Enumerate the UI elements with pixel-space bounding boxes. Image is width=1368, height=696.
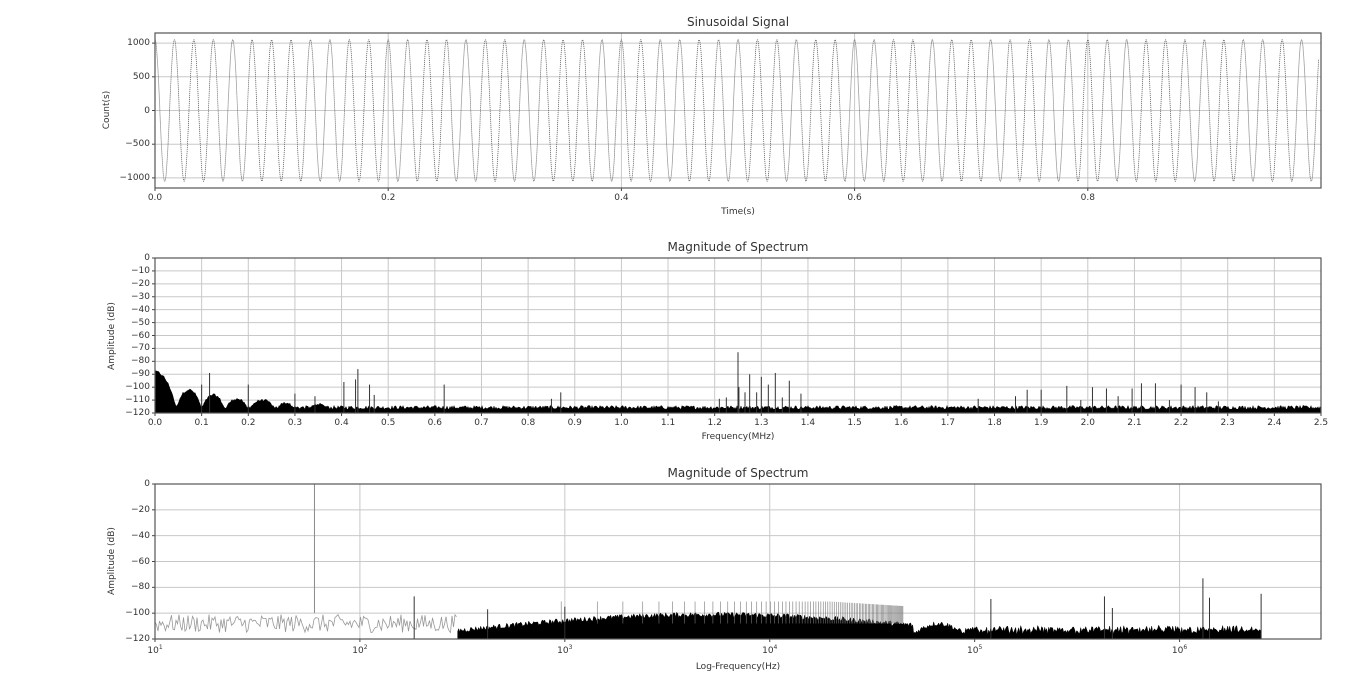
x-tick-label: 2.2: [1173, 418, 1189, 428]
x-tick-label: 104: [762, 644, 778, 656]
x-tick-label: 1.2: [707, 418, 722, 428]
linspec-frame: [154, 257, 1322, 414]
y-tick-label: −1000: [119, 172, 150, 183]
time-chart-ylabel: Count(s): [102, 90, 112, 130]
sinusoid-line: [154, 39, 1320, 183]
x-tick-label: 106: [1171, 644, 1188, 656]
x-tick-label: 0.2: [381, 193, 396, 203]
x-tick-label: 0.0: [147, 418, 163, 428]
y-tick-label: −60: [131, 330, 150, 341]
x-tick-label: 0.0: [147, 193, 163, 203]
y-tick-label: 0: [144, 479, 150, 489]
x-tick-label: 1.1: [660, 418, 676, 428]
x-tick-label: 101: [147, 644, 163, 656]
log-spectrum-ylabel: Amplitude (dB): [107, 527, 117, 595]
y-tick-label: −80: [131, 356, 150, 367]
x-tick-label: 102: [352, 644, 368, 656]
x-tick-label: 1.5: [847, 418, 862, 428]
y-tick-label: −110: [125, 395, 150, 406]
x-tick-label: 2.4: [1267, 418, 1282, 428]
y-tick-label: 0: [144, 253, 150, 263]
x-tick-label: 1.9: [1033, 418, 1049, 428]
x-tick-label: 1.4: [800, 418, 816, 428]
x-tick-label: 1.3: [754, 418, 769, 428]
y-tick-label: −120: [125, 408, 150, 418]
y-tick-label: −20: [131, 504, 150, 515]
x-tick-label: 1.8: [987, 418, 1002, 428]
log-spectrum-title: Magnitude of Spectrum: [667, 466, 809, 480]
x-tick-label: 2.5: [1313, 418, 1329, 428]
x-tick-label: 0.4: [614, 193, 629, 203]
time-frame: [154, 32, 1322, 189]
linear-spectrum-xlabel: Frequency(MHz): [701, 432, 775, 442]
x-tick-label: 2.0: [1080, 418, 1095, 428]
linear-spectrum-trace: [154, 352, 1322, 414]
y-tick-label: −20: [131, 278, 150, 289]
linear-spectrum-ylabel: Amplitude (dB): [107, 302, 117, 370]
y-tick-label: 500: [132, 71, 150, 82]
y-tick-label: 0: [144, 105, 150, 116]
x-tick-label: 0.6: [847, 193, 862, 203]
y-tick-label: −10: [131, 265, 150, 276]
x-tick-label: 0.5: [381, 418, 396, 428]
y-tick-label: −500: [125, 139, 150, 150]
x-tick-label: 0.9: [567, 418, 582, 428]
x-tick-label: 0.2: [241, 418, 256, 428]
y-tick-label: −60: [131, 556, 150, 567]
linspec-axes: [152, 257, 1322, 416]
y-tick-label: −100: [125, 382, 150, 393]
x-tick-label: 103: [557, 644, 573, 656]
x-tick-label: 2.3: [1220, 418, 1235, 428]
log-spectrum-xlabel: Log-Frequency(Hz): [695, 662, 781, 672]
x-tick-label: 0.8: [1080, 193, 1095, 203]
logspec-frame: [154, 483, 1322, 640]
y-tick-label: −100: [125, 608, 150, 619]
y-tick-label: −90: [131, 369, 150, 380]
x-tick-label: 0.4: [334, 418, 349, 428]
y-tick-label: −40: [131, 304, 150, 315]
x-tick-label: 0.8: [520, 418, 536, 428]
x-tick-label: 1.0: [614, 418, 629, 428]
log-spectrum-trace: [154, 484, 1262, 640]
linear-spectrum-title: Magnitude of Spectrum: [667, 240, 809, 254]
x-tick-label: 1.7: [940, 418, 956, 428]
y-tick-label: −30: [131, 291, 150, 302]
y-tick-label: −40: [131, 530, 150, 541]
time-chart-title: Sinusoidal Signal: [686, 15, 790, 29]
y-tick-label: −70: [131, 343, 150, 354]
y-tick-label: −50: [131, 317, 150, 328]
y-tick-label: −80: [131, 582, 150, 593]
x-tick-label: 1.6: [894, 418, 909, 428]
time-chart-xlabel: Time(s): [721, 207, 755, 217]
x-tick-label: 0.7: [474, 418, 489, 428]
y-tick-label: 1000: [127, 38, 150, 49]
x-tick-label: 0.6: [427, 418, 442, 428]
y-tick-label: −120: [125, 634, 150, 644]
x-tick-label: 0.1: [194, 418, 209, 428]
x-tick-label: 105: [967, 644, 983, 656]
x-tick-label: 2.1: [1127, 418, 1142, 428]
x-tick-label: 0.3: [287, 418, 303, 428]
